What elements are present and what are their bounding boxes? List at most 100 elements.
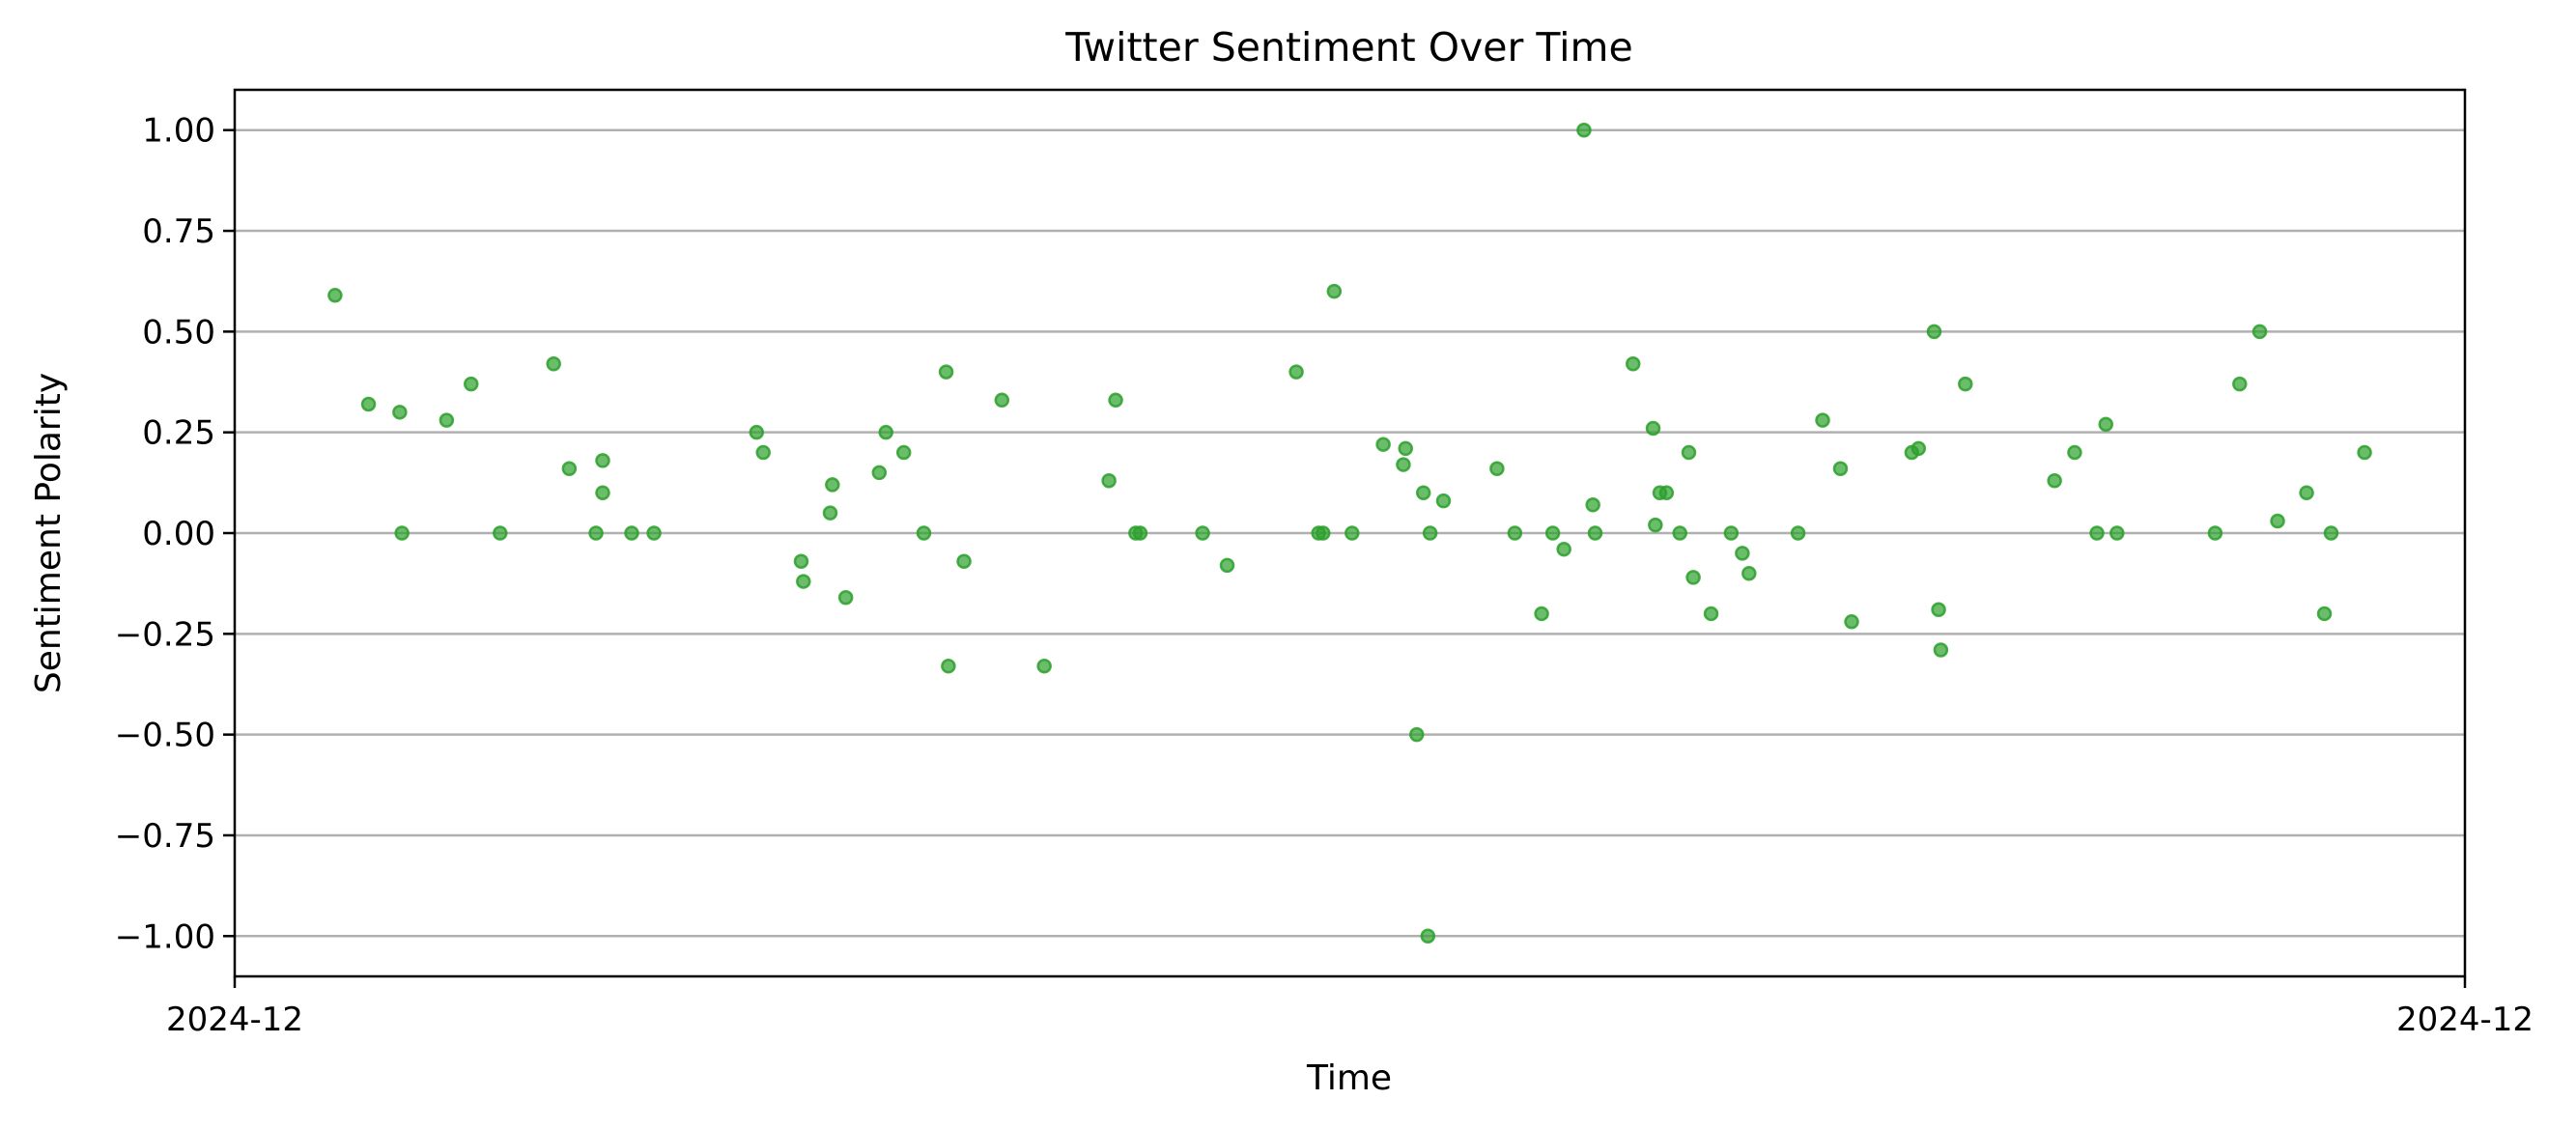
data-point — [1489, 461, 1505, 476]
data-point — [595, 453, 610, 468]
data-point — [2098, 416, 2114, 433]
data-point — [1672, 525, 1687, 541]
data-point — [956, 553, 972, 569]
data-point — [1832, 461, 1849, 476]
y-tick-label: 0.50 — [142, 313, 215, 352]
data-point — [755, 444, 771, 461]
data-point — [1658, 485, 1675, 501]
data-point — [1132, 525, 1148, 541]
data-point — [2109, 525, 2125, 541]
data-point — [871, 465, 888, 481]
data-point — [1036, 658, 1052, 674]
data-point — [1723, 525, 1740, 541]
data-point — [1585, 497, 1600, 513]
data-point — [327, 288, 343, 303]
data-point — [1645, 420, 1661, 437]
y-tick-label: −0.75 — [115, 817, 215, 856]
data-point — [916, 525, 932, 541]
y-tick-label: −0.25 — [115, 615, 215, 654]
data-point — [1288, 364, 1304, 380]
data-point — [1741, 565, 1757, 581]
data-point — [938, 364, 954, 380]
data-point — [546, 355, 561, 372]
data-point — [2232, 376, 2248, 392]
data-point — [464, 376, 479, 392]
y-tick-label: 0.00 — [142, 515, 215, 553]
data-point — [1735, 546, 1750, 561]
data-point — [1790, 525, 1806, 541]
data-point — [837, 590, 854, 606]
data-point — [941, 658, 956, 674]
data-point — [1108, 392, 1123, 409]
data-point — [994, 392, 1010, 409]
data-point — [2047, 473, 2062, 489]
data-point — [595, 485, 610, 501]
data-point — [1933, 642, 1949, 658]
y-axis-ticks: 1.00 0.75 0.50 0.25 0.00 −0.25 −0.50 −0.75 −1.00 — [115, 112, 235, 956]
data-point — [1507, 525, 1523, 541]
data-point — [1195, 525, 1210, 541]
data-point — [878, 424, 893, 440]
data-point — [493, 525, 508, 541]
data-point — [793, 553, 809, 569]
data-point — [1544, 525, 1561, 541]
data-point — [392, 405, 408, 420]
data-point — [1396, 457, 1411, 472]
data-point — [1420, 928, 1436, 945]
data-point — [360, 396, 377, 412]
y-tick-label: −0.50 — [115, 717, 215, 755]
data-point — [1534, 606, 1549, 622]
data-point — [1576, 122, 1592, 138]
data-point — [1703, 606, 1719, 622]
y-axis-label: Sentiment Polarity — [29, 373, 69, 693]
x-tick-label: 2024-12 — [2396, 1001, 2534, 1039]
data-point — [1911, 440, 1927, 457]
data-point — [2357, 444, 2372, 461]
x-tick-label: 2024-12 — [166, 1001, 303, 1039]
data-point — [1648, 517, 1663, 533]
data-point — [1587, 525, 1603, 541]
data-point — [1958, 376, 1973, 392]
y-tick-label: −1.00 — [115, 917, 215, 956]
data-point — [1345, 525, 1360, 541]
data-point — [1556, 541, 1571, 557]
data-point — [1375, 437, 1391, 452]
data-point — [1415, 485, 1431, 501]
data-point — [1101, 473, 1117, 489]
data-point — [2251, 324, 2268, 340]
data-point — [825, 477, 840, 493]
data-point — [2067, 444, 2082, 461]
data-point — [1435, 493, 1452, 509]
data-point — [1926, 324, 1942, 340]
y-tick-label: 1.00 — [142, 112, 215, 151]
x-axis-label: Time — [1306, 1058, 1392, 1098]
data-point — [822, 505, 838, 521]
data-point — [1625, 355, 1641, 372]
x-axis-ticks: 2024-12 2024-12 — [166, 976, 2534, 1039]
data-point — [1409, 726, 1425, 743]
data-point — [1219, 557, 1235, 574]
data-point — [2316, 606, 2333, 622]
data-point — [588, 525, 604, 541]
data-point — [2089, 525, 2105, 541]
data-point — [1931, 602, 1946, 618]
data-point — [561, 461, 578, 476]
data-point — [895, 444, 912, 461]
data-point — [796, 574, 811, 589]
data-point — [1326, 283, 1343, 299]
y-tick-label: 0.25 — [142, 414, 215, 453]
data-point — [2207, 525, 2223, 541]
data-point — [439, 412, 455, 428]
data-point — [749, 424, 765, 440]
data-point — [1844, 614, 1859, 630]
data-point — [1398, 440, 1413, 457]
data-point — [1815, 412, 1830, 428]
chart-title: Twitter Sentiment Over Time — [1064, 24, 1632, 70]
data-point — [2323, 525, 2339, 541]
data-point — [1685, 570, 1701, 585]
y-tick-label: 0.75 — [142, 212, 215, 251]
data-point — [1681, 444, 1697, 461]
data-point — [2299, 485, 2314, 501]
